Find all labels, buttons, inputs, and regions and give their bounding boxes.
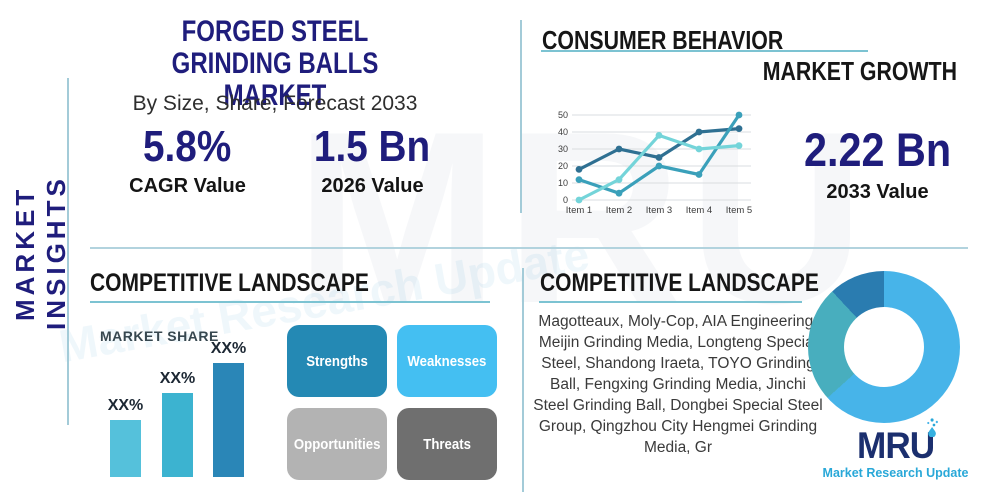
svg-text:Item 5: Item 5 — [726, 205, 752, 216]
competitive-landscape-right-heading: COMPETITIVE LANDSCAPE — [540, 269, 819, 297]
swot-opportunities-box: Opportunities — [287, 408, 387, 480]
market-share-donut-chart — [808, 271, 960, 423]
svg-text:Item 4: Item 4 — [686, 205, 712, 216]
market-share-bar-1 — [110, 420, 141, 477]
svg-text:Item 2: Item 2 — [606, 205, 632, 216]
watermark-logo-text: MRU — [295, 80, 871, 354]
swot-opportunities-label: Opportunities — [293, 435, 381, 453]
swot-strengths-box: Strengths — [287, 325, 387, 397]
swot-weaknesses-label: Weaknesses — [407, 352, 487, 370]
page-subtitle: By Size, Share, Forecast 2033 — [132, 92, 418, 115]
market-growth-heading: MARKET GROWTH — [762, 56, 957, 86]
cagr-value: 5.8% — [143, 122, 232, 171]
svg-text:40: 40 — [558, 127, 568, 137]
swot-weaknesses-box: Weaknesses — [397, 325, 497, 397]
competitive-landscape-left-underline — [90, 301, 490, 303]
market-share-bar-2-label: XX% — [159, 370, 196, 387]
bottom-right-vertical-divider — [522, 268, 524, 492]
competitive-landscape-left-heading: COMPETITIVE LANDSCAPE — [90, 269, 369, 297]
market-growth-line-chart: 0 10 20 30 40 50 Item 1 Item 2 Item 3 Item 4 Item … — [558, 110, 752, 216]
svg-text:10: 10 — [558, 178, 568, 188]
key-stats: 5.8% CAGR Value 1.5 Bn 2026 Value — [95, 122, 465, 198]
svg-text:20: 20 — [558, 161, 568, 171]
cagr-label: CAGR Value — [129, 175, 246, 197]
company-list: Magotteaux, Moly-Cop, AIA Engineering, M… — [533, 313, 823, 456]
page-title: FORGED STEEL GRINDING BALLS MARKET — [119, 16, 431, 111]
market-share-bar-3-label: XX% — [210, 340, 247, 357]
left-vertical-divider — [67, 78, 69, 425]
forecast-label: 2033 Value — [826, 181, 929, 203]
swot-threats-label: Threats — [423, 435, 471, 453]
market-share-bar-3 — [213, 363, 244, 477]
forecast-value: 2.22 Bn — [803, 123, 952, 176]
page-title-line2: MARKET — [223, 78, 327, 112]
market-share-bar-chart: XX% XX% XX% — [95, 330, 270, 477]
base-year-label: 2026 Value — [321, 175, 424, 197]
forecast-stat: 2.22 Bn 2033 Value — [780, 122, 975, 204]
swot-threats-box: Threats — [397, 408, 497, 480]
cagr-stat: 5.8% CAGR Value — [95, 122, 280, 198]
vertical-section-label: MARKET INSIGHTS — [10, 175, 71, 331]
svg-text:0: 0 — [563, 195, 568, 205]
svg-text:Item 1: Item 1 — [566, 205, 592, 216]
horizontal-divider — [90, 247, 968, 249]
water-splash-icon — [927, 418, 939, 437]
swot-strengths-label: Strengths — [306, 352, 368, 370]
market-share-bar-1-label: XX% — [107, 397, 144, 414]
competitive-landscape-right-underline — [539, 301, 802, 303]
base-year-stat: 1.5 Bn 2026 Value — [280, 122, 465, 198]
donut-hole — [844, 307, 924, 387]
top-right-vertical-divider — [520, 20, 522, 213]
brand-logo-text: MRU — [857, 418, 939, 464]
svg-text:50: 50 — [558, 110, 568, 120]
consumer-behavior-underline — [541, 50, 868, 52]
market-share-bar-2 — [162, 393, 193, 477]
page-title-line1: FORGED STEEL GRINDING BALLS — [171, 15, 379, 80]
swot-grid: Strengths Weaknesses Opportunities Threa… — [287, 325, 497, 480]
base-year-value: 1.5 Bn — [314, 122, 431, 171]
market-share-title: MARKET SHARE — [100, 328, 219, 344]
svg-text:Item 3: Item 3 — [646, 205, 672, 216]
brand-logo: MRU Market Research Update — [818, 418, 973, 480]
svg-text:30: 30 — [558, 144, 568, 154]
brand-logo-tagline: Market Research Update — [822, 466, 969, 480]
